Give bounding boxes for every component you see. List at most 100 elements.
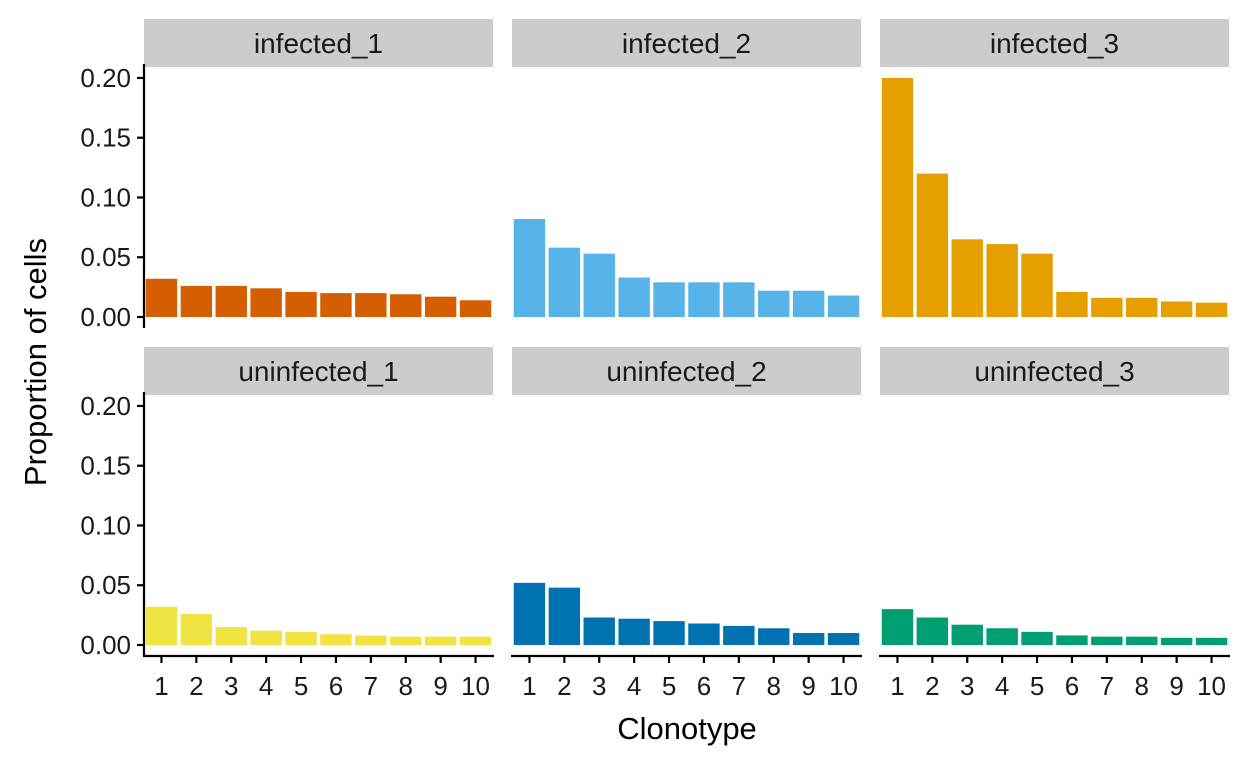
bar-infected_1-5 bbox=[285, 291, 317, 317]
x-axis-title: Clonotype bbox=[617, 711, 757, 746]
bar-infected_1-2 bbox=[180, 285, 213, 317]
x-tick-label: 8 bbox=[1135, 671, 1149, 701]
facet-strip bbox=[144, 347, 493, 395]
bar-infected_2-9 bbox=[792, 290, 825, 317]
x-tick-label: 10 bbox=[829, 671, 858, 701]
facet-panel-uninfected_1: uninfected_1 0.00 0.05 0.10 0.15 0.20 1 2 3 4 5 6 7 8… bbox=[80, 347, 494, 701]
facet-strip-label: infected_1 bbox=[254, 28, 383, 59]
bar-uninfected_3-2 bbox=[916, 617, 949, 645]
x-tick-label: 2 bbox=[925, 671, 939, 701]
bar-uninfected_1-5 bbox=[285, 631, 317, 645]
x-tick-label: 8 bbox=[767, 671, 781, 701]
bar-uninfected_3-1 bbox=[881, 609, 914, 645]
x-tick-label: 7 bbox=[732, 671, 746, 701]
facet-panel-infected_3: infected_3 bbox=[880, 19, 1229, 317]
bar-infected_1-3 bbox=[215, 285, 247, 317]
facet-strip bbox=[880, 19, 1229, 67]
bar-infected_2-2 bbox=[548, 247, 581, 317]
x-tick-label: 4 bbox=[259, 671, 273, 701]
y-tick-label: 0.00 bbox=[80, 630, 131, 660]
bar-infected_2-1 bbox=[513, 218, 546, 317]
bar-uninfected_2-9 bbox=[792, 633, 825, 645]
facet-strip bbox=[512, 347, 861, 395]
bar-uninfected_3-3 bbox=[951, 624, 983, 645]
facet-strip-label: uninfected_3 bbox=[974, 356, 1134, 387]
facet-strip-label: uninfected_1 bbox=[238, 356, 398, 387]
bar-infected_1-9 bbox=[424, 296, 457, 317]
bar-uninfected_3-10 bbox=[1195, 637, 1228, 645]
bar-uninfected_1-9 bbox=[424, 636, 457, 645]
facet-panel-uninfected_3: uninfected_3 1 2 3 4 5 6 7 8 9 10 bbox=[879, 347, 1230, 701]
x-tick-label: 1 bbox=[522, 671, 536, 701]
bar-infected_2-10 bbox=[827, 295, 860, 317]
x-tick-label: 9 bbox=[1169, 671, 1183, 701]
bar-uninfected_1-3 bbox=[215, 627, 247, 645]
x-tick-label: 1 bbox=[890, 671, 904, 701]
x-tick-label: 6 bbox=[697, 671, 711, 701]
bar-uninfected_3-4 bbox=[986, 628, 1018, 645]
bar-uninfected_2-7 bbox=[723, 625, 755, 645]
x-tick-label: 7 bbox=[1100, 671, 1114, 701]
x-tick-label: 6 bbox=[1065, 671, 1079, 701]
bar-infected_1-8 bbox=[390, 294, 422, 317]
facet-strip-label: infected_3 bbox=[990, 28, 1119, 59]
bar-uninfected_1-1 bbox=[145, 606, 178, 645]
bar-infected_1-4 bbox=[250, 288, 282, 317]
x-tick-label: 5 bbox=[294, 671, 308, 701]
x-tick-label: 9 bbox=[801, 671, 815, 701]
bar-uninfected_1-8 bbox=[390, 636, 422, 645]
y-tick-label: 0.05 bbox=[80, 570, 131, 600]
bar-uninfected_1-10 bbox=[459, 636, 492, 645]
bar-infected_2-4 bbox=[618, 277, 650, 317]
x-tick-label: 10 bbox=[461, 671, 490, 701]
bar-infected_3-5 bbox=[1021, 253, 1053, 317]
x-tick-label: 2 bbox=[557, 671, 571, 701]
bar-uninfected_3-5 bbox=[1021, 631, 1053, 645]
bar-uninfected_1-2 bbox=[180, 613, 213, 645]
y-tick-label: 0.00 bbox=[80, 302, 131, 332]
facet-strip bbox=[144, 19, 493, 67]
facet-panels: infected_1 0.00 0.05 0.10 0.15 0.20 infected_2… bbox=[80, 19, 1230, 701]
bar-infected_1-10 bbox=[459, 300, 492, 317]
bar-infected_3-1 bbox=[881, 77, 914, 317]
bar-uninfected_3-6 bbox=[1056, 635, 1088, 645]
facet-panel-infected_1: infected_1 0.00 0.05 0.10 0.15 0.20 bbox=[80, 19, 493, 332]
bar-uninfected_2-2 bbox=[548, 587, 581, 645]
facet-strip-label: uninfected_2 bbox=[606, 356, 766, 387]
facet-strip bbox=[880, 347, 1229, 395]
x-tick-label: 9 bbox=[433, 671, 447, 701]
bar-infected_2-3 bbox=[583, 253, 615, 317]
bar-uninfected_1-7 bbox=[355, 635, 387, 645]
bar-infected_3-10 bbox=[1195, 302, 1228, 317]
y-tick-label: 0.05 bbox=[80, 242, 131, 272]
y-tick-label: 0.15 bbox=[80, 451, 131, 481]
bar-infected_3-3 bbox=[951, 239, 983, 317]
bar-infected_2-7 bbox=[723, 282, 755, 317]
bar-uninfected_2-6 bbox=[688, 623, 720, 645]
x-tick-label: 3 bbox=[592, 671, 606, 701]
x-tick-label: 1 bbox=[154, 671, 168, 701]
x-tick-label: 3 bbox=[224, 671, 238, 701]
x-tick-label: 2 bbox=[189, 671, 203, 701]
facet-panel-infected_2: infected_2 bbox=[512, 19, 861, 317]
x-tick-label: 7 bbox=[364, 671, 378, 701]
bar-infected_1-6 bbox=[320, 293, 352, 317]
bar-infected_2-8 bbox=[758, 290, 790, 317]
y-tick-label: 0.20 bbox=[80, 63, 131, 93]
y-tick-label: 0.20 bbox=[80, 391, 131, 421]
x-tick-label: 4 bbox=[627, 671, 641, 701]
bar-uninfected_1-6 bbox=[320, 634, 352, 645]
facet-strip bbox=[512, 19, 861, 67]
y-tick-label: 0.10 bbox=[80, 182, 131, 212]
facet-strip-label: infected_2 bbox=[622, 28, 751, 59]
bar-uninfected_3-7 bbox=[1091, 636, 1123, 645]
facet-panel-uninfected_2: uninfected_2 1 2 3 4 5 6 7 8 9 10 bbox=[511, 347, 862, 701]
bar-uninfected_2-8 bbox=[758, 628, 790, 645]
bar-uninfected_3-8 bbox=[1126, 636, 1158, 645]
bar-infected_2-6 bbox=[688, 282, 720, 317]
x-tick-label: 10 bbox=[1197, 671, 1226, 701]
bar-infected_3-9 bbox=[1160, 301, 1193, 317]
bar-infected_3-2 bbox=[916, 173, 949, 317]
x-tick-label: 5 bbox=[1030, 671, 1044, 701]
